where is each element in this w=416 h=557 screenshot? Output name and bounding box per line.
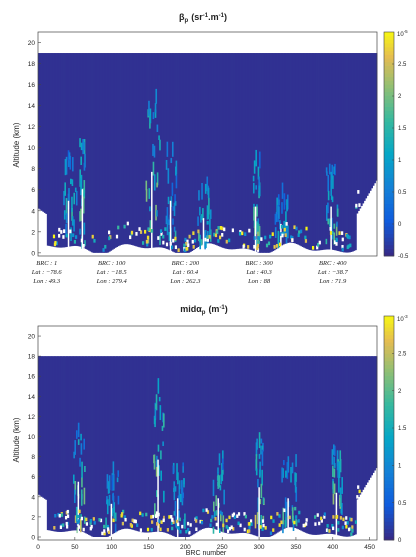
y-tick-label: 4 — [31, 494, 35, 501]
curtain-background — [38, 356, 378, 537]
colorbar-tick-label: 0.5 — [398, 190, 407, 196]
annotation-lon: Lon : 49.3 — [32, 278, 61, 285]
plot-frame — [37, 31, 378, 257]
top-ylabel: Altitude (km) — [12, 122, 21, 167]
colorbar-tick-label: 2.5 — [398, 352, 407, 358]
colorbar-tick-label: 1 — [398, 158, 402, 164]
bottom-y-axis: 0 2 4 6 8 10 12 14 16 18 20 — [28, 334, 41, 541]
colorbar-tick-label: -0.5 — [398, 254, 409, 260]
y-tick-label: 4 — [31, 208, 35, 215]
x-tick-label: 350 — [291, 544, 302, 551]
x-tick-label: 50 — [71, 544, 79, 551]
y-tick-label: 14 — [28, 103, 36, 110]
x-tick-label: 450 — [364, 544, 375, 551]
bottom-colorbar: 2.5 2 1.5 1 0.5 0 — [383, 315, 407, 544]
curtain-features — [52, 88, 361, 253]
y-tick-label: 14 — [28, 394, 36, 401]
top-colorbar-multiplier: 10-5 — [397, 29, 408, 38]
top-colorbar: 2.5 2 1.5 1 0.5 0 -0.5 — [383, 31, 409, 260]
y-tick-label: 10 — [28, 434, 36, 441]
bottom-title: midαp (m-1) — [180, 304, 228, 316]
colorbar-tick-label: 0 — [398, 222, 402, 228]
y-tick-label: 2 — [31, 229, 35, 236]
annotation-brc: BRC : 1 — [36, 260, 57, 267]
x-tick-label: 100 — [106, 544, 117, 551]
x-tick-label: 200 — [180, 544, 191, 551]
y-tick-label: 10 — [28, 145, 36, 152]
y-tick-label: 6 — [31, 474, 35, 481]
colorbar-tick-label: 2 — [398, 389, 402, 395]
bottom-colorbar-multiplier: 10-3 — [397, 314, 408, 323]
bottom-ylabel: Altitude (km) — [12, 417, 21, 462]
colorbar-tick-label: 0 — [398, 538, 402, 544]
annotation-lon: Lon : 71.9 — [318, 278, 347, 285]
annotation-lat: Lat : −38.7 — [317, 269, 349, 276]
x-tick-label: 0 — [36, 544, 40, 551]
annotation-lat: Lat : −18.5 — [96, 269, 128, 276]
bottom-panel: midαp (m-1) Altitude (km) 024681012141618… — [12, 304, 408, 557]
annotation-lon: Lon : 88 — [247, 278, 271, 285]
y-tick-label: 20 — [28, 40, 36, 47]
top-y-axis: 0 2 4 6 8 10 12 14 16 18 20 — [28, 40, 41, 257]
curtain-features — [53, 378, 361, 537]
y-tick-label: 20 — [28, 334, 36, 341]
colorbar-frame — [383, 31, 395, 257]
colorbar-tick-label: 1.5 — [398, 426, 407, 432]
annotation-lat: Lat : 40.3 — [245, 269, 272, 276]
top-profile-annotations: BRC : 1 Lat : −78.6 Lon : 49.3 BRC : 100 Lat… — [31, 260, 349, 285]
annotation-brc: BRC : 300 — [245, 260, 273, 267]
annotation-lon: Lon : 262.3 — [169, 278, 201, 285]
colorbar-tick-label: 1 — [398, 464, 402, 470]
curtain-background — [38, 53, 378, 253]
y-tick-label: 12 — [28, 124, 36, 131]
y-tick-label: 8 — [31, 166, 35, 173]
colorbar-tick-label: 0.5 — [398, 501, 407, 507]
colorbar-tick-label: 1.5 — [398, 126, 407, 132]
y-tick-label: 0 — [31, 250, 35, 257]
plot-frame — [37, 325, 378, 541]
x-tick-label: 400 — [327, 544, 338, 551]
annotation-lat: Lat : −78.6 — [31, 269, 63, 276]
bottom-xlabel: BRC number — [186, 550, 227, 557]
bottom-x-axis: 0 50 100 150 200 250 300 350 400 450 — [36, 537, 375, 551]
x-tick-label: 300 — [254, 544, 265, 551]
y-tick-label: 2 — [31, 514, 35, 521]
x-tick-label: 150 — [143, 544, 154, 551]
y-tick-label: 18 — [28, 354, 36, 361]
annotation-brc: BRC : 200 — [172, 260, 200, 267]
top-title: βp (sr-1.m-1) — [179, 12, 227, 24]
annotation-lon: Lon : 279.4 — [96, 278, 128, 285]
annotation-brc: BRC : 400 — [319, 260, 347, 267]
y-tick-label: 6 — [31, 187, 35, 194]
top-panel: βp (sr-1.m-1) Altitude (km) 0246810121416… — [12, 12, 409, 285]
y-tick-label: 8 — [31, 454, 35, 461]
y-tick-label: 0 — [31, 534, 35, 541]
bottom-plot-area — [37, 325, 378, 541]
y-tick-label: 12 — [28, 414, 36, 421]
y-tick-label: 16 — [28, 374, 36, 381]
y-tick-label: 18 — [28, 61, 36, 68]
y-tick-label: 16 — [28, 82, 36, 89]
x-tick-label: 250 — [217, 544, 228, 551]
annotation-lat: Lat : 60.4 — [172, 269, 199, 276]
colorbar-tick-label: 2.5 — [398, 62, 407, 68]
top-plot-area — [37, 31, 378, 257]
annotation-brc: BRC : 100 — [98, 260, 126, 267]
colorbar-tick-label: 2 — [398, 94, 402, 100]
